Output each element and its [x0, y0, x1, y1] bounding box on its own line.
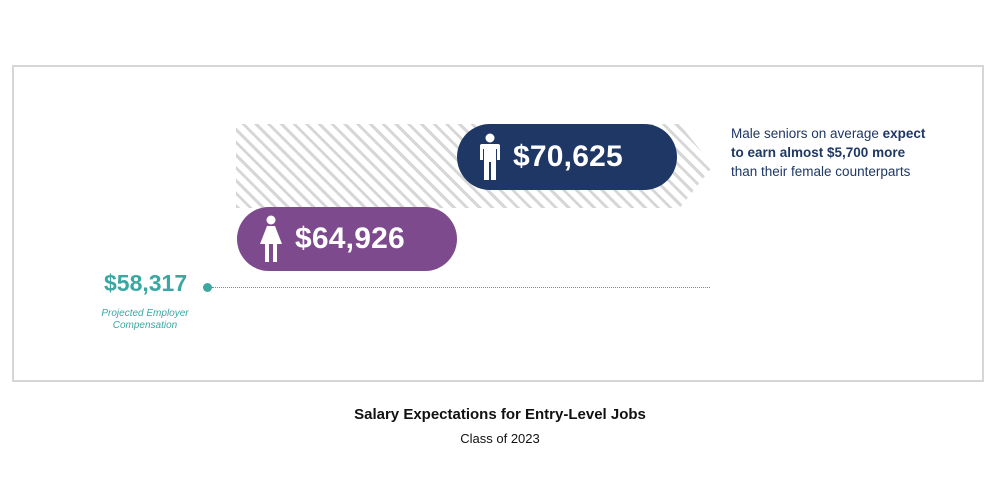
baseline-value: $58,317 — [104, 270, 188, 296]
female-woman-icon — [260, 215, 282, 262]
annotation-part1: Male seniors on average — [731, 126, 883, 141]
chart-subtitle: Class of 2023 — [460, 431, 540, 446]
female-salary-value: $64,926 — [295, 222, 405, 255]
male-salary-bar: $70,625 — [457, 124, 677, 190]
annotation-bold: expect to earn almost $5,700 more — [731, 126, 926, 160]
male-person-icon — [480, 133, 500, 180]
baseline-marker-dot — [203, 283, 212, 292]
baseline-dotted-line — [212, 287, 710, 288]
annotation-note: Male seniors on average expect to earn a… — [731, 124, 931, 181]
chart-frame — [12, 65, 984, 382]
female-salary-bar: $64,926 — [237, 207, 457, 271]
chart-title: Salary Expectations for Entry-Level Jobs — [354, 406, 646, 423]
annotation-part2: than their female counterparts — [731, 164, 911, 179]
male-salary-value: $70,625 — [513, 140, 623, 173]
baseline-label: Projected Employer Compensation — [101, 308, 189, 331]
